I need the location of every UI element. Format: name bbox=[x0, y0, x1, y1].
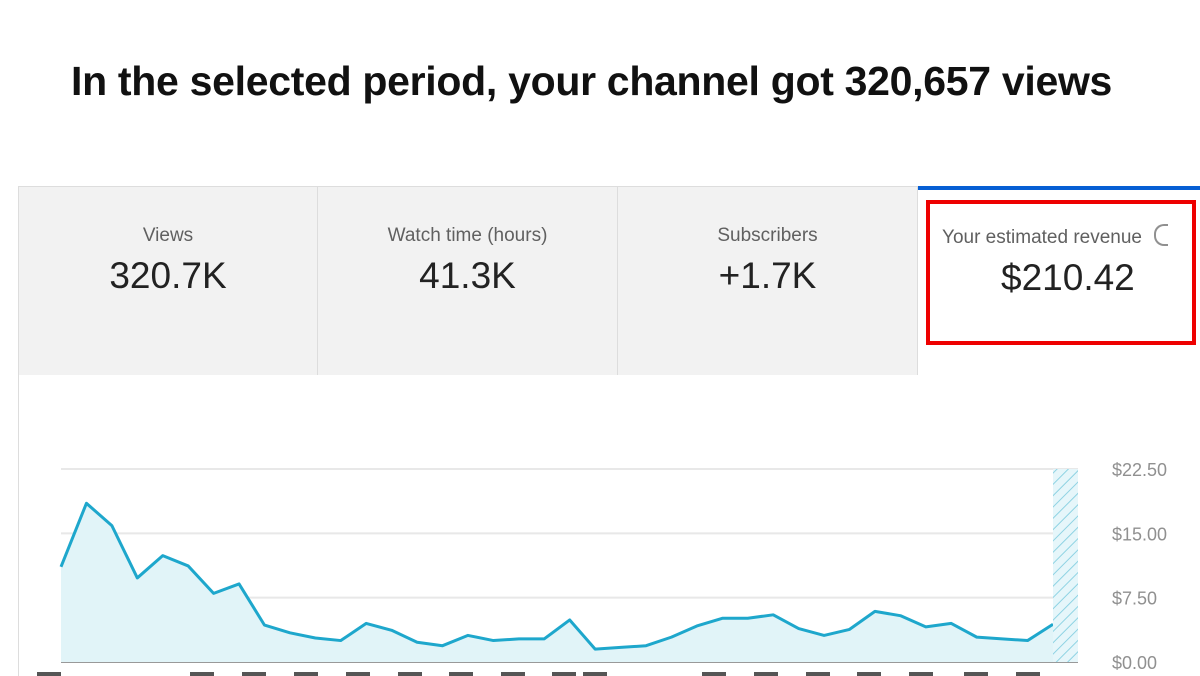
tab-estimated-revenue[interactable]: Your estimated revenue $210.42 bbox=[918, 186, 1200, 375]
x-tick-label bbox=[449, 672, 473, 676]
x-tick-label bbox=[754, 672, 778, 676]
metric-label: Watch time (hours) bbox=[387, 225, 548, 246]
metric-label: Your estimated revenue bbox=[942, 227, 1142, 248]
tab-subscribers[interactable]: Subscribers +1.7K bbox=[618, 186, 919, 375]
chart-svg: $0.00 $7.50 $15.00 $22.50 bbox=[37, 460, 1167, 676]
x-tick-label bbox=[294, 672, 318, 676]
x-tick-label bbox=[346, 672, 370, 676]
x-tick-label bbox=[1016, 672, 1040, 676]
metric-value: 41.3K bbox=[419, 255, 516, 296]
x-tick-label bbox=[857, 672, 881, 676]
highlight-box bbox=[926, 200, 1197, 345]
y-tick-label: $0.00 bbox=[1112, 653, 1157, 673]
tab-watch-time[interactable]: Watch time (hours) 41.3K bbox=[318, 186, 619, 375]
metric-value: 320.7K bbox=[109, 255, 227, 296]
x-tick-label bbox=[190, 672, 214, 676]
x-tick-label bbox=[37, 672, 61, 676]
x-tick-label bbox=[242, 672, 266, 676]
x-tick-label bbox=[552, 672, 576, 676]
y-tick-label: $15.00 bbox=[1112, 524, 1167, 544]
x-tick-label bbox=[909, 672, 933, 676]
metric-tabs: Views 320.7K Watch time (hours) 41.3K Su… bbox=[18, 186, 1200, 375]
y-tick-label: $7.50 bbox=[1112, 589, 1157, 609]
revenue-line bbox=[59, 501, 1054, 651]
tab-views[interactable]: Views 320.7K bbox=[18, 186, 319, 375]
x-tick-label bbox=[501, 672, 525, 676]
x-tick-label bbox=[806, 672, 830, 676]
x-tick-label bbox=[583, 672, 607, 676]
metric-label: Subscribers bbox=[717, 225, 818, 246]
x-tick-label bbox=[964, 672, 988, 676]
page-headline: In the selected period, your channel got… bbox=[71, 58, 1113, 104]
y-tick-label: $22.50 bbox=[1112, 460, 1167, 480]
revenue-chart: $0.00 $7.50 $15.00 $22.50 bbox=[18, 375, 1200, 676]
metric-value: +1.7K bbox=[718, 255, 817, 296]
revenue-area-fill bbox=[61, 503, 1053, 662]
partial-period-hatch bbox=[1053, 469, 1078, 662]
metric-label: Views bbox=[142, 225, 194, 246]
x-tick-label bbox=[702, 672, 726, 676]
metric-value: $210.42 bbox=[1001, 257, 1135, 298]
info-icon[interactable] bbox=[1154, 224, 1168, 246]
x-tick-label bbox=[398, 672, 422, 676]
